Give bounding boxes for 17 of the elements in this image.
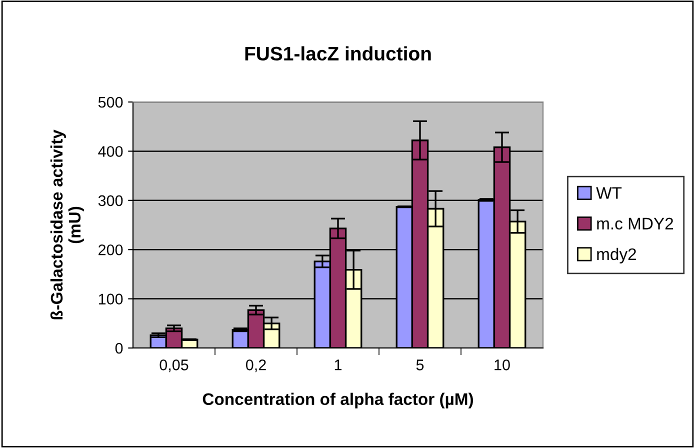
y-tick-label: 0 [115,342,123,354]
legend-label: mdy2 [597,248,636,264]
legend-label: m.c MDY2 [597,218,674,230]
x-tick-label: 1 [334,360,342,370]
y-tick-label: 100 [98,294,123,304]
x-tick-label: 10 [494,360,510,370]
y-tick-label: 400 [98,146,123,157]
y-tick-label: 300 [98,195,123,206]
y-axis-title: ß-Galactosidase activity (mU) [50,130,84,320]
chart-title: FUS1-lacZ induction [245,46,431,61]
y-tick-label: 200 [98,244,123,256]
y-tick-label: 500 [98,96,123,108]
x-axis-title: Concentration of alpha factor (µM) [202,392,473,408]
x-tick-label: 0,2 [246,360,266,372]
x-tick-label: 5 [416,360,424,370]
legend-label: WT [596,187,622,199]
x-tick-label: 0,05 [160,360,188,372]
